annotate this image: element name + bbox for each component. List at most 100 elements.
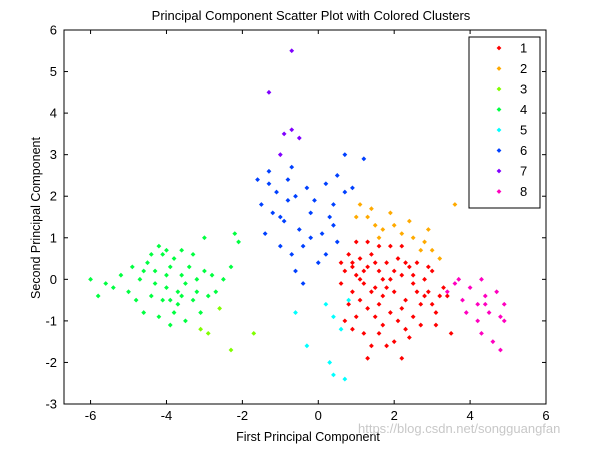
data-point [387, 210, 393, 216]
data-point [384, 343, 389, 349]
data-point [141, 268, 147, 274]
data-point [365, 355, 371, 361]
data-point [198, 310, 204, 315]
data-point [323, 181, 329, 187]
data-point [327, 214, 333, 220]
data-point [353, 214, 359, 220]
chart-title: Principal Component Scatter Plot with Co… [152, 8, 471, 23]
series-6 [255, 152, 367, 286]
data-point [376, 235, 382, 241]
data-point [376, 301, 382, 307]
data-point [289, 48, 295, 54]
data-point [391, 289, 397, 295]
data-point [346, 301, 352, 307]
legend-label: 3 [520, 82, 527, 97]
data-point [198, 326, 204, 332]
x-tick-label: 0 [315, 408, 322, 423]
data-point [376, 330, 382, 336]
data-point [422, 239, 427, 245]
data-point [418, 322, 424, 328]
data-point [236, 239, 241, 245]
data-point [414, 289, 420, 295]
data-point [152, 268, 158, 274]
data-point [194, 289, 200, 295]
y-axis-label: Second Principal Component [29, 137, 43, 299]
x-tick-label: 4 [466, 408, 473, 423]
data-point [156, 314, 162, 320]
legend-box [468, 36, 541, 209]
data-point [467, 285, 473, 291]
data-point [274, 189, 279, 195]
legend-marker [496, 66, 502, 71]
data-point [205, 293, 211, 299]
data-point [342, 268, 348, 274]
data-point [148, 293, 154, 299]
data-point [410, 235, 416, 241]
data-point [304, 343, 310, 349]
data-point [88, 276, 93, 282]
data-point [148, 252, 154, 257]
data-point [482, 301, 488, 307]
data-point [406, 335, 412, 340]
data-point [126, 289, 131, 295]
data-point [444, 289, 450, 295]
data-point [418, 301, 424, 307]
legend-marker [496, 168, 502, 174]
data-point [380, 276, 386, 282]
data-point [338, 281, 344, 286]
data-point [270, 210, 276, 216]
y-tick-label: -1 [45, 313, 57, 328]
series-8 [444, 276, 507, 353]
data-point [285, 197, 291, 203]
data-point [293, 193, 298, 199]
y-tick-label: 3 [50, 147, 57, 162]
data-point [331, 202, 336, 207]
data-point [463, 310, 469, 315]
data-point [395, 318, 401, 324]
data-point [202, 268, 207, 274]
legend-marker [496, 189, 502, 194]
y-tick-label: 0 [50, 272, 57, 287]
data-point [365, 306, 371, 311]
data-point [425, 289, 431, 295]
data-point [334, 173, 340, 178]
data-point [403, 297, 408, 303]
data-point [179, 293, 185, 299]
data-point [160, 252, 166, 257]
data-point [441, 285, 446, 291]
data-point [482, 293, 488, 299]
y-tick-label: -3 [45, 397, 57, 412]
data-point [429, 247, 435, 253]
data-point [357, 202, 363, 207]
data-point [437, 293, 443, 299]
data-point [410, 281, 416, 286]
data-point [406, 218, 412, 224]
data-point [338, 260, 344, 266]
data-point [422, 293, 427, 299]
data-point [444, 293, 450, 299]
data-point [452, 202, 458, 207]
data-point [501, 301, 507, 307]
data-point [475, 301, 481, 307]
data-point [293, 310, 298, 315]
data-point [433, 310, 439, 315]
data-point [296, 227, 302, 232]
data-point [437, 256, 443, 261]
data-point [164, 247, 169, 253]
data-point [429, 301, 435, 307]
data-point [205, 330, 211, 336]
data-point [365, 264, 371, 270]
y-tick-label: 4 [50, 106, 57, 121]
watermark-text: https://blog.csdn.net/songguangfan [358, 421, 561, 436]
y-tick-label: 1 [50, 230, 57, 245]
data-point [350, 185, 355, 191]
data-point [498, 347, 503, 353]
data-point [167, 322, 173, 328]
data-point [346, 297, 352, 303]
legend-label: 5 [520, 123, 527, 138]
legend-marker [496, 148, 502, 153]
data-point [372, 222, 378, 228]
data-point [353, 314, 359, 320]
legend-label: 6 [520, 143, 527, 158]
data-point [145, 260, 150, 266]
